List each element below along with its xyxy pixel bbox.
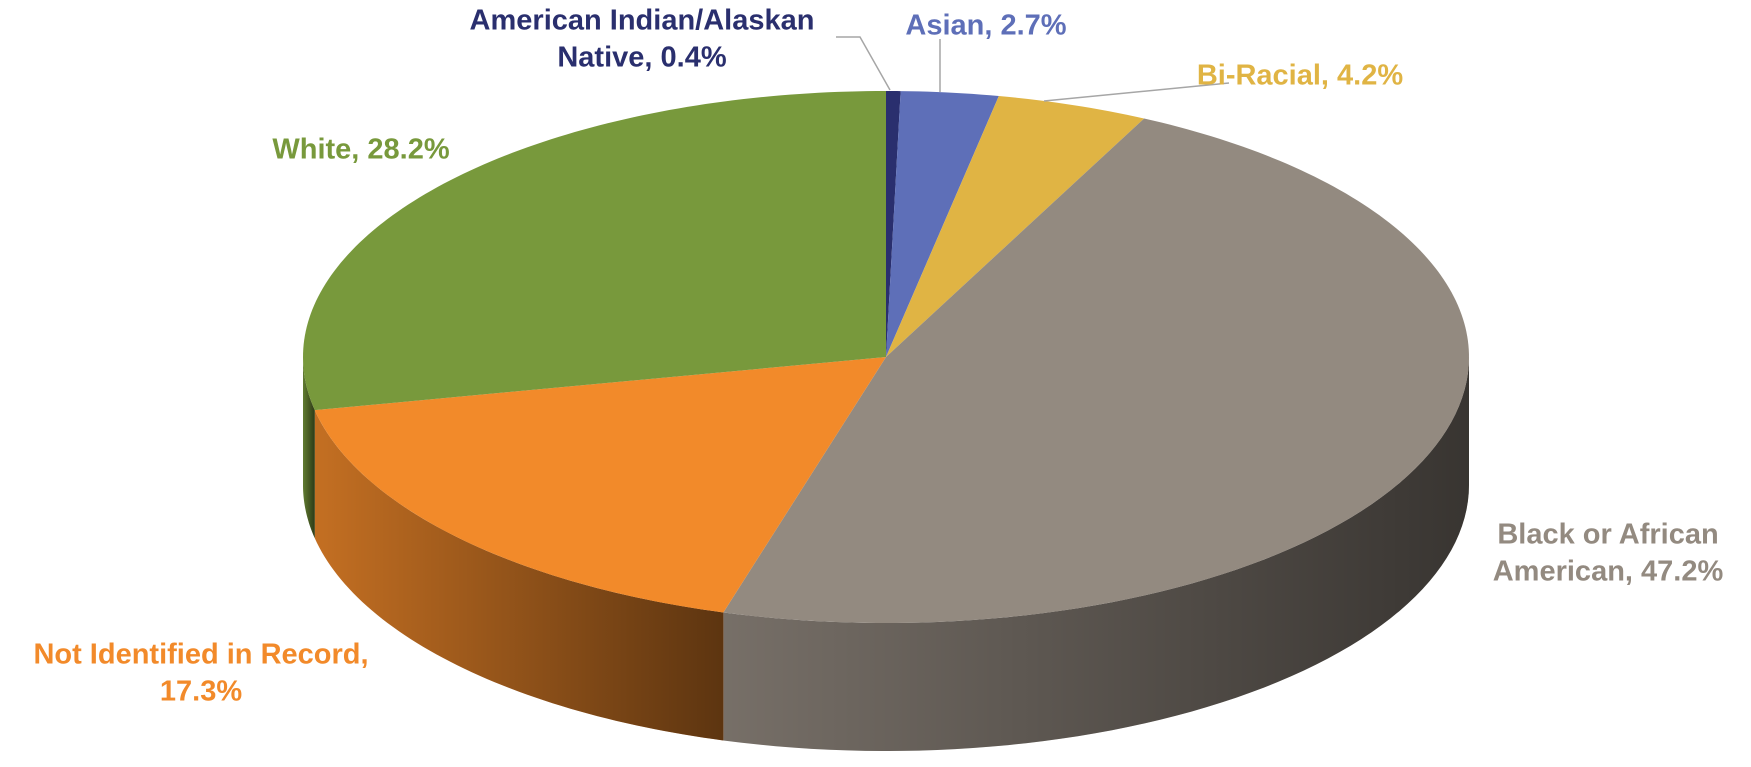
pie-slice: [303, 91, 887, 411]
pie-slice: [886, 96, 1145, 358]
data-label: Asian, 2.7%: [905, 10, 1066, 42]
data-label: American, 47.2%: [1493, 556, 1724, 588]
pie-side-shade: [723, 357, 1469, 751]
data-label: Native, 0.4%: [557, 42, 726, 74]
pie-slice: [723, 118, 1469, 623]
data-label: Bi-Racial, 4.2%: [1197, 60, 1404, 92]
data-label: 17.3%: [160, 676, 242, 708]
data-label: Not Identified in Record,: [33, 639, 368, 671]
pie-slice: [314, 357, 886, 613]
leader-line: [1043, 82, 1230, 102]
data-label: American Indian/Alaskan: [470, 5, 815, 37]
data-label: White, 28.2%: [272, 134, 449, 166]
pie-slice: [886, 91, 901, 357]
pie-side-shade: [314, 410, 724, 741]
pie-slice: [886, 91, 999, 357]
data-label: Black or African: [1497, 519, 1718, 551]
leader-line: [836, 36, 891, 91]
pie-side-shade: [303, 357, 315, 539]
